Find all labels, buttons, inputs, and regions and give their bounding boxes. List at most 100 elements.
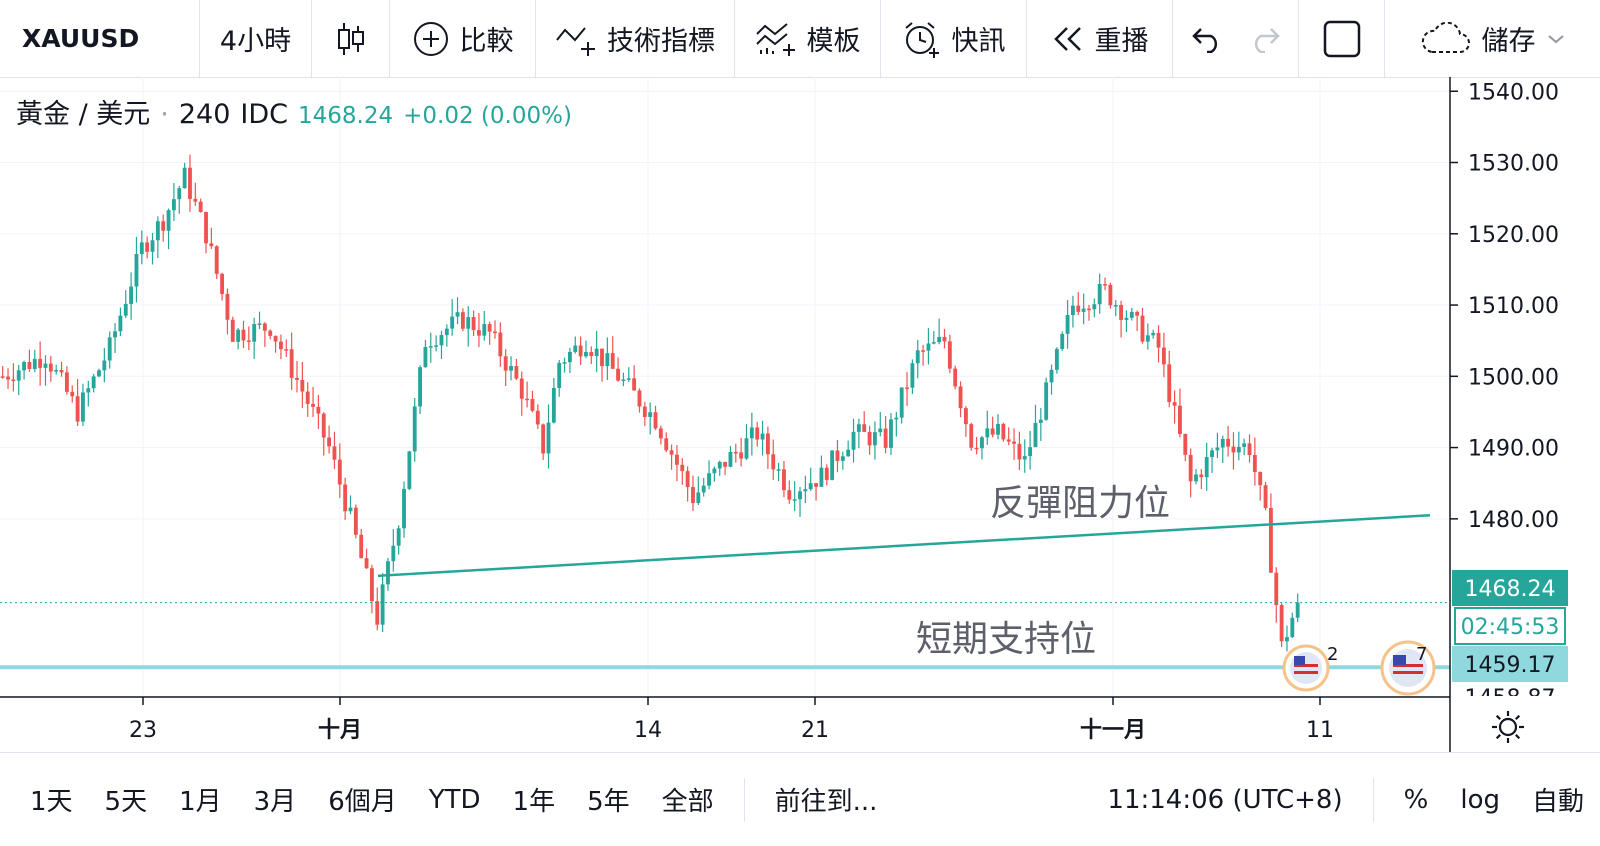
candle bbox=[862, 411, 867, 433]
templates-button[interactable]: 模板 bbox=[735, 0, 881, 77]
symbol-search-button[interactable]: XAUUSD bbox=[0, 0, 200, 77]
candle bbox=[391, 529, 396, 572]
candle bbox=[653, 405, 658, 430]
candle-body bbox=[70, 391, 75, 397]
candle-body bbox=[669, 450, 674, 455]
candle bbox=[412, 397, 417, 462]
settings-gear-icon[interactable] bbox=[1488, 707, 1528, 751]
replay-button[interactable]: 重播 bbox=[1027, 0, 1173, 77]
candle bbox=[707, 460, 711, 490]
us-event-badge[interactable]: 2 bbox=[1282, 644, 1338, 692]
candle bbox=[1274, 567, 1279, 623]
auto-scale-button[interactable]: 自動 bbox=[1531, 787, 1584, 817]
candle bbox=[1161, 332, 1166, 378]
candle-body bbox=[658, 428, 663, 439]
candle-body bbox=[509, 366, 513, 371]
candle-body bbox=[423, 346, 428, 368]
price-axis[interactable]: 1540.00 1530.00 1520.00 1510.00 1500.00 1490.… bbox=[1450, 80, 1559, 533]
save-button[interactable]: 儲存 bbox=[1385, 0, 1600, 77]
candle bbox=[1268, 493, 1273, 574]
range-button-1[interactable]: 5天 bbox=[104, 787, 148, 817]
support-annotation[interactable]: 短期支持位 bbox=[916, 619, 1097, 660]
chart-type-button[interactable] bbox=[312, 0, 390, 77]
candle-body bbox=[300, 379, 305, 392]
candle bbox=[1092, 298, 1097, 318]
candle-body bbox=[600, 348, 604, 367]
candle bbox=[541, 423, 546, 460]
candle-body bbox=[862, 424, 867, 432]
chart-grid bbox=[0, 77, 1450, 697]
undo-icon[interactable] bbox=[1191, 25, 1223, 53]
range-button-6[interactable]: 1年 bbox=[512, 787, 556, 817]
candle bbox=[573, 336, 578, 354]
candle-body bbox=[161, 221, 166, 231]
candle-body bbox=[1145, 335, 1150, 342]
us-event-badge[interactable]: 7 bbox=[1380, 640, 1436, 696]
candle bbox=[1231, 432, 1236, 470]
candle bbox=[739, 437, 744, 467]
candle bbox=[81, 383, 85, 426]
chart-area[interactable]: 1540.00 1530.00 1520.00 1510.00 1500.00 1490.… bbox=[0, 77, 1600, 752]
candle-body bbox=[707, 473, 711, 486]
candle-body bbox=[803, 489, 808, 492]
event-badge-count: 7 bbox=[1416, 644, 1427, 665]
candle-body bbox=[584, 351, 588, 357]
candle bbox=[471, 310, 476, 337]
range-button-3[interactable]: 3月 bbox=[253, 787, 297, 817]
range-button-0[interactable]: 1天 bbox=[30, 787, 73, 817]
candle-body bbox=[899, 387, 904, 418]
symbol-label: XAUUSD bbox=[22, 24, 140, 53]
candle bbox=[1087, 304, 1091, 321]
candle-body bbox=[867, 431, 872, 446]
time-axis[interactable]: 23 十月 14 21 十一月 11 bbox=[129, 697, 1334, 743]
candle bbox=[295, 361, 299, 393]
range-button-2[interactable]: 1月 bbox=[179, 787, 222, 817]
candle-body bbox=[856, 424, 861, 432]
range-button-8[interactable]: 全部 bbox=[661, 787, 714, 817]
candle bbox=[808, 467, 813, 491]
percent-scale-button[interactable]: % bbox=[1403, 784, 1429, 815]
candle-body bbox=[621, 379, 626, 381]
candle-body bbox=[1199, 474, 1204, 478]
range-button-7[interactable]: 5年 bbox=[587, 787, 630, 817]
log-scale-button[interactable]: log bbox=[1460, 784, 1500, 815]
candle bbox=[926, 328, 931, 365]
fullscreen-button[interactable] bbox=[1299, 0, 1385, 77]
candle-body bbox=[728, 451, 733, 467]
candle bbox=[1183, 433, 1188, 462]
indicators-button[interactable]: 技術指標 bbox=[536, 0, 735, 77]
candle bbox=[1060, 331, 1065, 352]
candle bbox=[343, 477, 348, 520]
goto-date-button[interactable]: 前往到... bbox=[774, 787, 878, 817]
candle-body bbox=[696, 492, 701, 504]
interval-button[interactable]: 4小時 bbox=[200, 0, 312, 77]
candle bbox=[402, 481, 406, 538]
news-button[interactable]: 快訊 bbox=[881, 0, 1027, 77]
candle-body bbox=[835, 450, 840, 461]
candle-body bbox=[1113, 304, 1118, 307]
compare-button[interactable]: 比較 bbox=[390, 0, 536, 77]
candle bbox=[851, 418, 856, 463]
candle-body bbox=[11, 379, 16, 381]
candle bbox=[460, 308, 465, 332]
candle-body bbox=[214, 246, 219, 274]
range-button-5[interactable]: YTD bbox=[428, 784, 481, 815]
candle bbox=[161, 214, 166, 242]
candle bbox=[1022, 439, 1027, 473]
candle bbox=[134, 236, 139, 303]
clock-timezone-button[interactable]: 11:14:06 (UTC+8) bbox=[1107, 784, 1343, 815]
resistance-trendline[interactable] bbox=[377, 514, 1431, 578]
candle bbox=[503, 349, 508, 386]
plus-circle-icon bbox=[412, 20, 450, 58]
range-button-4[interactable]: 6個月 bbox=[328, 787, 397, 817]
candle-body bbox=[744, 438, 749, 459]
candle-body bbox=[252, 324, 257, 342]
candle-body bbox=[295, 377, 299, 380]
candle bbox=[814, 482, 818, 501]
redo-icon[interactable] bbox=[1249, 25, 1281, 53]
resistance-annotation[interactable]: 反彈阻力位 bbox=[990, 483, 1171, 524]
candle-body bbox=[1285, 637, 1289, 642]
candle-body bbox=[519, 378, 524, 399]
candle bbox=[1247, 434, 1252, 463]
chevron-down-icon[interactable] bbox=[1546, 32, 1566, 46]
